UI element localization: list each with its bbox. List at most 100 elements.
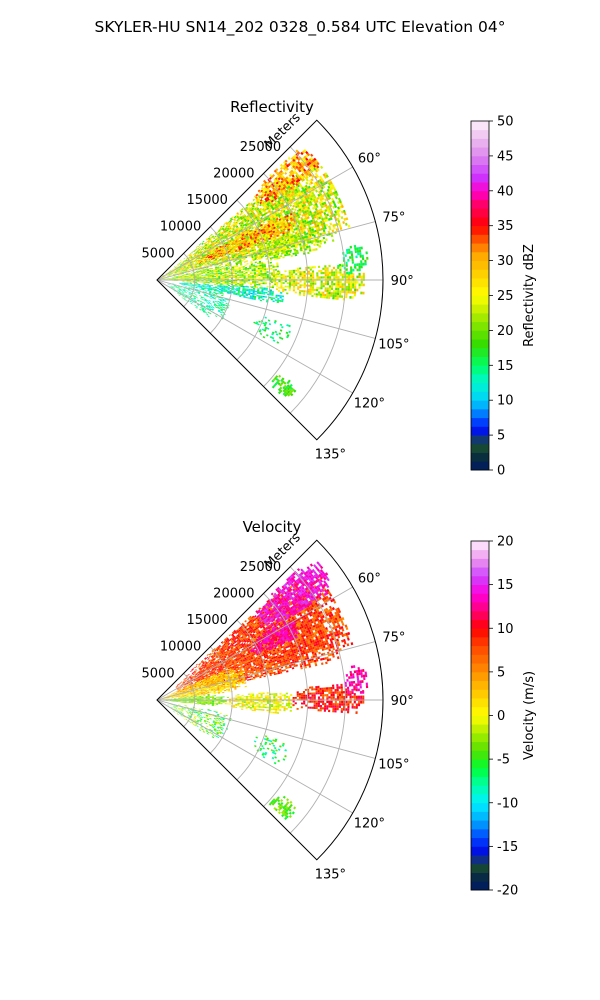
echo-cell <box>211 262 214 265</box>
echo-cell <box>216 276 219 278</box>
echo-cell <box>189 268 192 270</box>
echo-cell <box>339 285 342 289</box>
echo-cell <box>320 177 324 182</box>
echo-cell <box>262 208 265 211</box>
echo-cell <box>341 275 344 279</box>
echo-cell <box>187 269 190 271</box>
echo-cell <box>205 237 208 240</box>
echo-cell <box>241 251 244 254</box>
echo-cell <box>309 187 312 191</box>
echo-cell <box>209 277 212 279</box>
echo-cell <box>243 270 246 273</box>
echo-cell <box>260 271 263 274</box>
echo-cell <box>304 200 308 204</box>
echo-cell <box>235 255 239 258</box>
echo-cell <box>326 271 329 275</box>
echo-cell <box>191 262 194 264</box>
echo-cell <box>322 267 325 270</box>
echo-cell <box>270 273 274 276</box>
echo-cell <box>172 271 175 273</box>
echo-cell <box>326 287 329 290</box>
echo-cell <box>227 267 231 269</box>
echo-cell <box>287 185 291 189</box>
echo-cell <box>337 271 340 274</box>
echo-cell <box>241 211 244 214</box>
echo-cell <box>212 240 215 243</box>
echo-cell <box>233 255 236 257</box>
echo-cell <box>241 208 244 211</box>
echo-cell <box>206 246 209 249</box>
echo-cell <box>261 210 264 214</box>
echo-cell <box>297 189 301 193</box>
echo-cell <box>220 237 223 240</box>
echo-cell <box>300 202 304 206</box>
echo-cell <box>178 265 181 267</box>
echo-cell <box>353 293 356 297</box>
echo-cell <box>303 198 307 202</box>
echo-cell <box>201 277 204 279</box>
echo-cell <box>331 183 335 187</box>
echo-cell <box>296 204 300 208</box>
echo-cell <box>176 270 179 272</box>
echo-cell <box>180 269 183 271</box>
echo-cell <box>280 205 283 208</box>
echo-cell <box>316 287 319 290</box>
echo-cell <box>231 234 234 237</box>
echo-cell <box>203 253 206 256</box>
echo-cell <box>188 257 191 259</box>
echo-cell <box>290 233 294 236</box>
echo-cell <box>198 249 201 252</box>
echo-cell <box>332 290 336 293</box>
echo-cell <box>348 283 351 286</box>
echo-cell <box>241 270 244 273</box>
echo-cell <box>194 265 197 267</box>
echo-cell <box>276 265 279 268</box>
echo-cell <box>168 273 171 275</box>
echo-cell <box>303 284 306 287</box>
echo-cell <box>168 274 171 276</box>
echo-cell <box>330 269 334 272</box>
echo-cell <box>313 266 316 269</box>
echo-cell <box>241 260 244 262</box>
echo-cell <box>350 268 353 272</box>
echo-cell <box>174 271 177 273</box>
echo-cell <box>274 282 277 284</box>
echo-cell <box>228 277 231 279</box>
echo-cell <box>320 282 323 286</box>
echo-cell <box>328 287 331 290</box>
echo-cell <box>303 274 306 277</box>
echo-cell <box>169 270 171 272</box>
echo-cell <box>174 267 177 269</box>
echo-cell <box>235 284 238 286</box>
echo-cell <box>221 306 225 308</box>
echo-cell <box>210 244 213 247</box>
echo-cell <box>227 265 230 267</box>
echo-cell <box>263 209 266 212</box>
echo-cell <box>256 283 259 286</box>
echo-cell <box>325 238 328 242</box>
echo-cell <box>305 178 309 182</box>
echo-cell <box>313 167 317 171</box>
echo-cell <box>312 198 316 202</box>
echo-cell <box>219 267 222 269</box>
echo-cell <box>322 282 325 286</box>
echo-cell <box>292 204 295 208</box>
echo-cell <box>222 277 225 279</box>
echo-cell <box>328 292 331 295</box>
echo-cell <box>190 282 193 284</box>
echo-cell <box>196 253 199 256</box>
echo-cell <box>216 281 219 283</box>
echo-cell <box>250 247 254 249</box>
echo-cell <box>255 265 258 267</box>
echo-cell <box>299 221 303 225</box>
echo-cell <box>183 293 186 296</box>
echo-cell <box>347 258 350 262</box>
echo-cell <box>271 285 275 287</box>
echo-cell <box>235 274 238 276</box>
echo-cell <box>252 243 255 246</box>
echo-cell <box>247 237 250 240</box>
echo-cell <box>232 252 235 254</box>
echo-cell <box>321 180 325 184</box>
echo-cell <box>352 280 355 284</box>
echo-cell <box>327 210 331 214</box>
